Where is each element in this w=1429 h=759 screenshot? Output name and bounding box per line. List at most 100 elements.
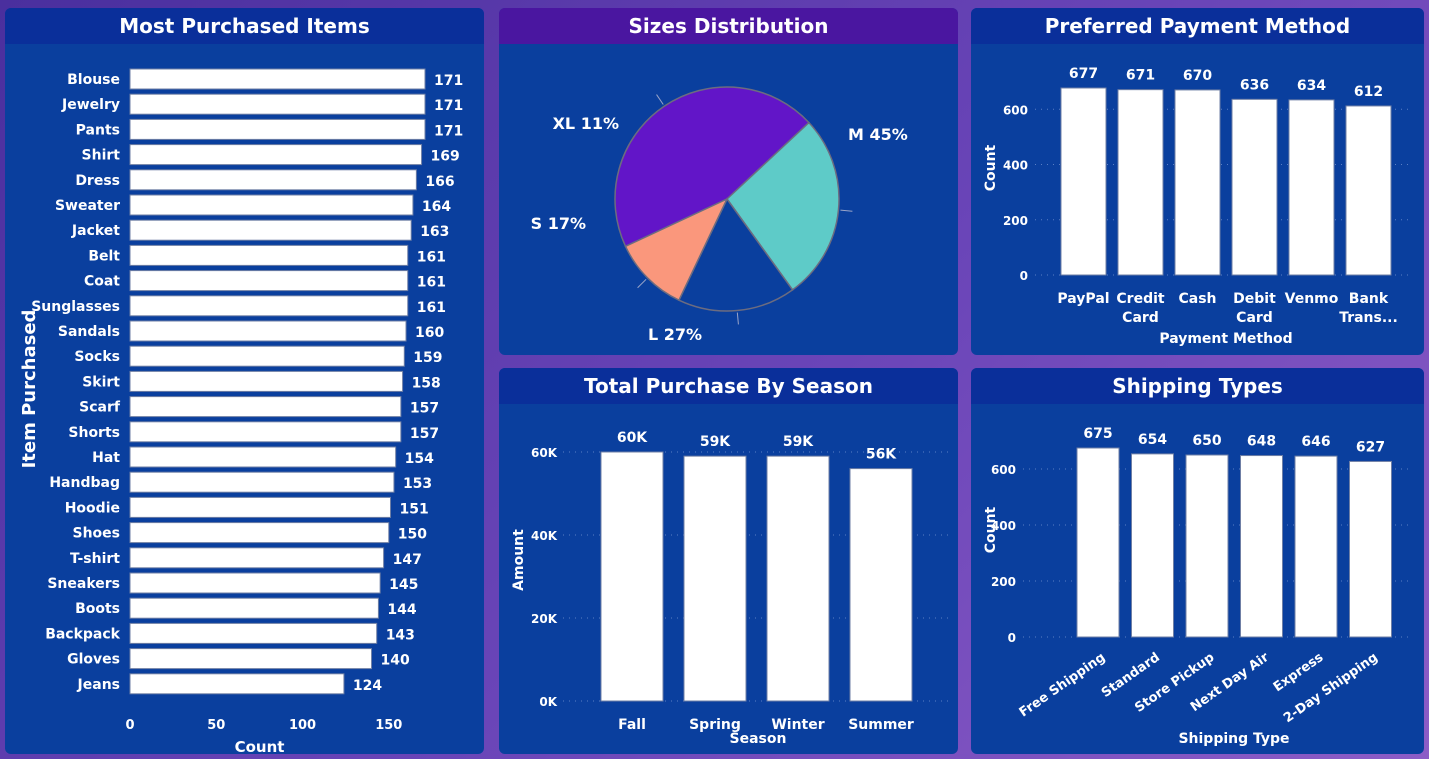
item-value-label: 140 <box>381 653 410 669</box>
item-value-label: 163 <box>420 224 449 240</box>
x-category-label: Winter <box>771 717 824 733</box>
item-category-label: Backpack <box>45 626 120 642</box>
y-tick-label: 40K <box>531 529 558 543</box>
x-category-label: Cash <box>1178 291 1216 307</box>
pie-slice <box>726 121 840 291</box>
payment-method-panel: Preferred Payment Method 0 200 400 600 677 Pa… <box>971 8 1424 355</box>
item-value-label: 166 <box>425 174 454 190</box>
bar-value-label: 650 <box>1192 433 1221 449</box>
x-category-label: Card <box>1236 310 1273 326</box>
x-category-label: Free Shipping <box>1017 650 1109 720</box>
season-purchase-panel: Total Purchase By Season 0K 20K 40K 60K 60K F… <box>499 368 958 754</box>
item-value-label: 169 <box>431 149 460 165</box>
x-tick-label: 50 <box>207 718 225 733</box>
bar-value-label: 654 <box>1138 432 1167 448</box>
y-axis-title: Amount <box>511 529 527 591</box>
item-category-label: Jeans <box>77 677 120 693</box>
item-category-label: Gloves <box>67 652 120 668</box>
item-value-label: 158 <box>412 375 441 391</box>
item-bar <box>129 421 402 443</box>
x-tick-label: 150 <box>375 718 402 733</box>
x-category-label: Spring <box>689 717 741 733</box>
payment-method-chart: 0 200 400 600 677 PayPal 671 Credit Card 670 Cash 6… <box>983 66 1411 347</box>
bar-value-label: 670 <box>1183 68 1212 84</box>
item-value-label: 151 <box>399 501 428 517</box>
shipping-types-panel: Shipping Types 0 200 400 600 675 Free Shippin… <box>971 368 1424 754</box>
item-category-label: Belt <box>88 248 120 264</box>
item-bar <box>129 169 417 191</box>
item-category-label: Pants <box>76 122 120 138</box>
pie-slice-label: S 17% <box>531 214 586 233</box>
x-category-label: Venmo <box>1285 291 1339 307</box>
pie-slice <box>624 197 729 302</box>
bar-value-label: 677 <box>1069 66 1098 82</box>
bar <box>683 455 747 702</box>
x-tick-label: 100 <box>289 718 316 733</box>
item-category-label: Handbag <box>49 475 120 491</box>
item-bar <box>129 320 407 342</box>
item-value-label: 147 <box>393 552 422 568</box>
item-category-label: Skirt <box>82 374 120 390</box>
season-purchase-title: Total Purchase By Season <box>499 368 958 404</box>
item-category-label: Sandals <box>58 324 120 340</box>
item-value-label: 154 <box>405 451 434 467</box>
bar <box>1131 453 1174 638</box>
item-bar <box>129 597 379 619</box>
item-bar <box>129 219 412 241</box>
pie-leader-line <box>736 312 739 325</box>
y-axis-title: Item Purchased <box>19 310 40 469</box>
item-bar <box>129 673 345 695</box>
sizes-distribution-panel: Sizes Distribution M 45% L 27% S 17% XL 11% <box>499 8 958 355</box>
item-bar <box>129 270 409 292</box>
pie-slice <box>614 86 810 248</box>
bar <box>1345 105 1392 276</box>
item-category-label: Sneakers <box>47 576 120 592</box>
x-category-label: Bank <box>1349 291 1389 307</box>
item-category-label: Hat <box>92 450 120 466</box>
x-category-label: 2-Day Shipping <box>1281 650 1381 726</box>
bar-value-label: 648 <box>1247 434 1276 450</box>
sizes-distribution-chart: M 45% L 27% S 17% XL 11% <box>531 86 908 344</box>
item-value-label: 171 <box>434 73 463 89</box>
item-bar <box>129 522 390 544</box>
item-category-label: Jewelry <box>61 97 120 113</box>
bar <box>1294 455 1338 638</box>
bar-value-label: 59K <box>783 434 814 450</box>
item-value-label: 160 <box>415 325 444 341</box>
bar <box>1349 460 1392 638</box>
x-category-label: Summer <box>848 717 914 733</box>
item-category-label: Sunglasses <box>31 299 120 315</box>
pie-leader-line <box>840 209 853 212</box>
bar-value-label: 634 <box>1297 78 1326 94</box>
item-category-label: Coat <box>84 274 120 290</box>
bar <box>1117 89 1164 276</box>
item-bar <box>129 118 426 140</box>
bar-value-label: 56K <box>866 447 897 463</box>
item-category-label: Dress <box>75 173 120 189</box>
item-bar <box>129 496 391 518</box>
y-tick-label: 60K <box>531 446 558 460</box>
item-bar <box>129 622 378 644</box>
item-value-label: 144 <box>387 602 416 618</box>
item-bar <box>129 244 409 266</box>
y-axis-title: Count <box>983 506 999 553</box>
item-bar <box>129 93 426 115</box>
bar-value-label: 59K <box>700 434 731 450</box>
item-value-label: 161 <box>417 300 446 316</box>
bar-value-label: 646 <box>1301 434 1330 450</box>
item-bar <box>129 471 395 493</box>
item-value-label: 145 <box>389 577 418 593</box>
item-bar <box>129 446 397 468</box>
item-bar <box>129 396 402 418</box>
y-tick-label: 0K <box>539 695 557 709</box>
bar-value-label: 60K <box>617 430 648 446</box>
bar <box>1174 89 1221 276</box>
bar <box>1076 447 1120 638</box>
y-tick-label: 600 <box>991 463 1016 477</box>
item-value-label: 171 <box>434 98 463 114</box>
bar <box>766 455 830 702</box>
x-axis-title: Shipping Type <box>1178 731 1289 747</box>
item-category-label: Blouse <box>67 72 120 88</box>
most-purchased-items-chart: Blouse 171 Jewelry 171 Pants 171 Shirt 169 Dress… <box>19 68 463 754</box>
